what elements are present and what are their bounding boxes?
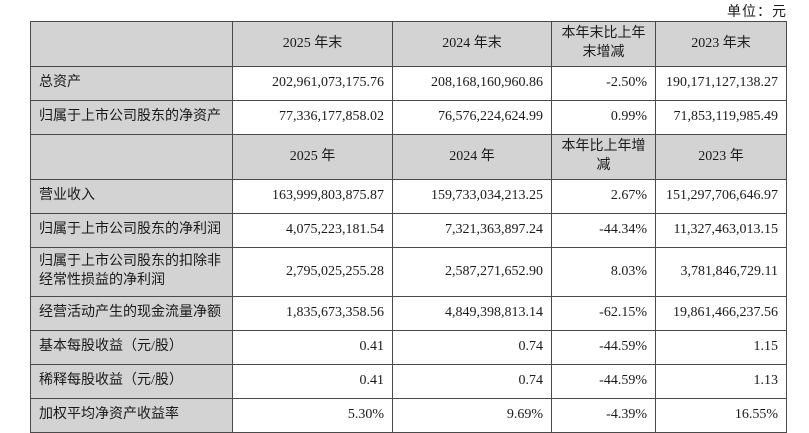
row-label: 经营活动产生的现金流量净额 <box>30 296 233 331</box>
value-cell-change: -62.15% <box>551 296 656 331</box>
value-cell-change: 2.67% <box>551 179 656 214</box>
value-cell-2023: 151,297,706,646.97 <box>655 179 787 214</box>
unit-label: 单位：元 <box>727 5 787 20</box>
value-cell-2024: 4,849,398,813.14 <box>392 296 552 331</box>
row-label: 营业收入 <box>30 179 233 214</box>
table-row-weighted-avg-roe: 加权平均净资产收益率 5.30% 9.69% -4.39% 16.55% <box>30 398 787 433</box>
value-cell-2024: 76,576,224,624.99 <box>392 100 552 135</box>
header-blank-cell <box>30 21 233 67</box>
table-row-diluted-eps: 稀释每股收益（元/股） 0.41 0.74 -44.59% 1.13 <box>30 364 787 399</box>
header-2025-year: 2025 年 <box>232 134 393 180</box>
value-cell-2025: 2,795,025,255.28 <box>232 247 393 297</box>
value-cell-2023: 3,781,846,729.11 <box>655 247 787 297</box>
header-blank-cell <box>30 134 233 180</box>
value-cell-2024: 159,733,034,213.25 <box>392 179 552 214</box>
header-2023-year-end: 2023 年末 <box>655 21 787 67</box>
header-2024-year-end: 2024 年末 <box>392 21 552 67</box>
value-cell-2025: 0.41 <box>232 330 393 365</box>
header-2025-year-end: 2025 年末 <box>232 21 393 67</box>
value-cell-change: -44.34% <box>551 213 656 248</box>
value-cell-2023: 16.55% <box>655 398 787 433</box>
header-change-year: 本年比上年增减 <box>551 134 656 180</box>
row-label: 加权平均净资产收益率 <box>30 398 233 433</box>
value-cell-2023: 71,853,119,985.49 <box>655 100 787 135</box>
row-label: 归属于上市公司股东的净利润 <box>30 213 233 248</box>
value-cell-change: 8.03% <box>551 247 656 297</box>
table-row-net-profit: 归属于上市公司股东的净利润 4,075,223,181.54 7,321,363… <box>30 213 787 248</box>
value-cell-change: -2.50% <box>551 66 656 101</box>
header-row-annual: 2025 年 2024 年 本年比上年增减 2023 年 <box>30 134 787 180</box>
value-cell-2025: 5.30% <box>232 398 393 433</box>
value-cell-change: -44.59% <box>551 364 656 399</box>
value-cell-2025: 202,961,073,175.76 <box>232 66 393 101</box>
table-row-operating-cash-flow: 经营活动产生的现金流量净额 1,835,673,358.56 4,849,398… <box>30 296 787 331</box>
row-label: 归属于上市公司股东的扣除非经常性损益的净利润 <box>30 247 233 297</box>
value-cell-2023: 190,171,127,138.27 <box>655 66 787 101</box>
table-row-net-profit-excl-nonrecurring: 归属于上市公司股东的扣除非经常性损益的净利润 2,795,025,255.28 … <box>30 247 787 297</box>
value-cell-2025: 0.41 <box>232 364 393 399</box>
table-row-total-assets: 总资产 202,961,073,175.76 208,168,160,960.8… <box>30 66 787 101</box>
header-2023-year: 2023 年 <box>655 134 787 180</box>
table-row-revenue: 营业收入 163,999,803,875.87 159,733,034,213.… <box>30 179 787 214</box>
row-label: 总资产 <box>30 66 233 101</box>
value-cell-2024: 208,168,160,960.86 <box>392 66 552 101</box>
value-cell-2025: 1,835,673,358.56 <box>232 296 393 331</box>
value-cell-change: -44.59% <box>551 330 656 365</box>
value-cell-2024: 2,587,271,652.90 <box>392 247 552 297</box>
value-cell-2024: 0.74 <box>392 364 552 399</box>
financial-summary-table: 2025 年末 2024 年末 本年末比上年末增减 2023 年末 总资产 20… <box>30 21 787 433</box>
value-cell-2024: 7,321,363,897.24 <box>392 213 552 248</box>
table-row-basic-eps: 基本每股收益（元/股） 0.41 0.74 -44.59% 1.15 <box>30 330 787 365</box>
value-cell-2023: 19,861,466,237.56 <box>655 296 787 331</box>
value-cell-change: 0.99% <box>551 100 656 135</box>
row-label: 稀释每股收益（元/股） <box>30 364 233 399</box>
value-cell-change: -4.39% <box>551 398 656 433</box>
row-label: 归属于上市公司股东的净资产 <box>30 100 233 135</box>
table-row-net-assets: 归属于上市公司股东的净资产 77,336,177,858.02 76,576,2… <box>30 100 787 135</box>
value-cell-2025: 163,999,803,875.87 <box>232 179 393 214</box>
value-cell-2025: 4,075,223,181.54 <box>232 213 393 248</box>
value-cell-2023: 11,327,463,013.15 <box>655 213 787 248</box>
value-cell-2025: 77,336,177,858.02 <box>232 100 393 135</box>
header-row-year-end: 2025 年末 2024 年末 本年末比上年末增减 2023 年末 <box>30 21 787 67</box>
row-label: 基本每股收益（元/股） <box>30 330 233 365</box>
value-cell-2024: 9.69% <box>392 398 552 433</box>
value-cell-2023: 1.15 <box>655 330 787 365</box>
header-2024-year: 2024 年 <box>392 134 552 180</box>
value-cell-2023: 1.13 <box>655 364 787 399</box>
value-cell-2024: 0.74 <box>392 330 552 365</box>
header-change-year-end: 本年末比上年末增减 <box>551 21 656 67</box>
